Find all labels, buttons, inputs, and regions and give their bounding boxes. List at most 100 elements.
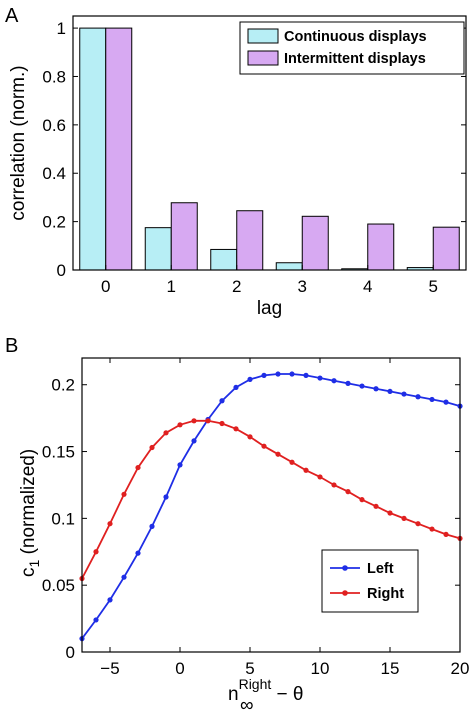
panel-a-legend: Continuous displays Intermittent displays	[239, 21, 465, 75]
series-point-left	[345, 380, 351, 386]
panel-b-legend: Left Right	[321, 549, 419, 613]
y-tick-label: 0.8	[42, 67, 66, 86]
y-tick-label: 0	[66, 643, 75, 662]
series-point-right	[219, 420, 225, 427]
series-point-left	[289, 371, 295, 377]
y-tick-label: 0.2	[51, 376, 75, 395]
panel-a-label: A	[5, 5, 19, 27]
y-tick-label: 0	[57, 261, 66, 280]
x-tick-label: −5	[100, 659, 119, 678]
series-point-right	[345, 489, 351, 495]
series-point-right	[205, 418, 211, 424]
x-tick-label: 2	[232, 277, 241, 296]
series-point-left	[135, 550, 141, 556]
series-point-left	[261, 372, 267, 378]
panel-b-x-label-rest: − θ	[271, 684, 303, 705]
series-point-right	[233, 426, 239, 432]
panel-b-x-axis-label: nRight − θ	[228, 676, 304, 705]
panel-b-y-label-sub: 1	[26, 560, 42, 568]
series-point-right	[149, 444, 155, 451]
legend-label: Left	[367, 561, 394, 577]
legend-label: Right	[367, 586, 404, 602]
series-point-right	[261, 443, 267, 449]
series-point-right	[135, 464, 141, 471]
panel-b-y-axis-label: c1 (normalized)	[18, 449, 42, 577]
series-point-right	[275, 451, 281, 457]
x-tick-label: 3	[298, 277, 307, 296]
series-point-left	[317, 375, 323, 381]
bar-intermittent-lag-1	[170, 202, 198, 271]
bar-continuous-lag-2	[210, 248, 238, 271]
series-point-left	[93, 617, 99, 623]
bar-continuous-lag-0	[79, 27, 107, 271]
bar-continuous-lag-3	[275, 262, 303, 271]
series-point-left	[107, 597, 113, 603]
x-tick-label: 4	[363, 277, 372, 296]
series-point-left	[233, 384, 239, 390]
y-tick-label: 0.05	[42, 576, 75, 595]
panel-b-x-label-main: n	[228, 684, 239, 705]
series-point-left	[219, 398, 225, 404]
x-tick-label: 0	[175, 659, 184, 678]
series-point-right	[443, 531, 449, 538]
x-tick-label: 1	[167, 277, 176, 296]
series-point-left	[177, 462, 183, 468]
legend-label: Continuous displays	[284, 29, 427, 45]
y-tick-label: 0.15	[42, 443, 75, 462]
panel-b-x-label-sub: ∞	[240, 695, 254, 715]
series-point-right	[121, 491, 127, 497]
panel-a: A 0 1 2 3 4 5 0 0.2 0.4 0.6 0.8 1 lag correlation (…	[5, 5, 467, 319]
series-point-right	[373, 503, 379, 509]
legend-box	[321, 549, 419, 613]
series-point-right	[107, 521, 113, 527]
series-point-left	[401, 391, 407, 397]
series-point-left	[191, 438, 197, 444]
series-line-left	[81, 373, 461, 640]
panel-b-label: B	[5, 335, 18, 357]
series-point-left	[247, 376, 253, 382]
series-point-left	[373, 386, 379, 392]
series-point-right	[289, 459, 295, 465]
legend-swatch	[247, 50, 279, 66]
x-tick-label: 15	[381, 659, 400, 678]
series-point-left	[443, 399, 449, 405]
series-point-right	[401, 515, 407, 521]
series-point-left	[149, 523, 155, 529]
bar-intermittent-lag-2	[236, 210, 264, 271]
series-point-right	[415, 521, 421, 527]
bar-intermittent-lag-3	[301, 215, 329, 271]
x-tick-label: 5	[429, 277, 438, 296]
series-point-right	[247, 434, 253, 440]
x-tick-label: 10	[311, 659, 330, 678]
series-point-right	[191, 418, 197, 424]
x-tick-label: 0	[101, 277, 110, 296]
series-point-right	[163, 430, 169, 436]
series-point-left	[303, 372, 309, 378]
legend-marker	[342, 565, 348, 571]
y-tick-label: 0.2	[42, 213, 66, 232]
bar-intermittent-lag-0	[105, 27, 133, 271]
legend-label: Intermittent displays	[284, 51, 426, 67]
series-point-left	[387, 388, 393, 395]
legend-swatch	[247, 28, 279, 44]
series-point-right	[331, 482, 337, 488]
series-point-left	[331, 378, 337, 384]
panel-b-y-label-main: c	[18, 568, 39, 578]
series-point-right	[93, 549, 99, 555]
series-point-right	[317, 474, 323, 480]
y-tick-label: 0.1	[51, 509, 75, 528]
series-point-right	[429, 526, 435, 532]
panel-a-axes-frame	[72, 15, 467, 271]
panel-b-y-label-rest: (normalized)	[18, 449, 39, 560]
series-point-right	[359, 497, 365, 503]
panel-a-bars	[79, 27, 460, 271]
series-point-left	[429, 396, 435, 403]
y-tick-label: 1	[57, 19, 66, 38]
panel-a-ticks: 0 1 2 3 4 5 0 0.2 0.4 0.6 0.8 1	[42, 19, 466, 296]
y-tick-label: 0.6	[42, 116, 66, 135]
bar-intermittent-lag-4	[367, 223, 395, 271]
series-point-left	[121, 574, 127, 580]
series-point-right	[303, 467, 309, 473]
